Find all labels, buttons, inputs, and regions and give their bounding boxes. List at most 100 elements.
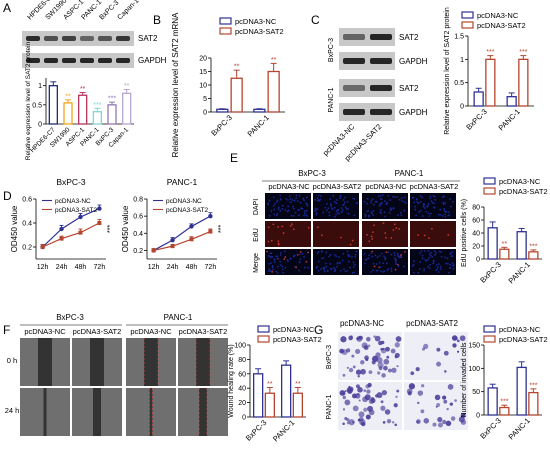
panel-e-x-tick-label: BxPC-3 (478, 260, 503, 285)
panel-e-cell-dot (286, 259, 289, 262)
panel-c-significance-label: *** (486, 49, 494, 56)
panel-f-letter: F (3, 323, 10, 337)
panel-e-cell-dot (451, 262, 454, 265)
panel-f-cell-label: PANC-1 (164, 313, 193, 322)
panel-e-cell-dot (449, 267, 451, 270)
panel-e-cell-dot (441, 196, 444, 199)
panel-d-series-line (42, 208, 100, 248)
panel-e-cell-dot (430, 200, 433, 203)
panel-c-legend-label: pcDNA3-SAT2 (477, 21, 526, 30)
panel-e-cell-dot (421, 215, 424, 217)
panel-b-significance-label: ** (271, 57, 277, 64)
panel-e-cell-dot (383, 211, 386, 214)
panel-d-y-tick-label: 0.8 (133, 197, 143, 204)
panel-e-cell-dot (392, 207, 395, 209)
panel-d-legend-label: pcDNA3-NC (166, 198, 202, 205)
panel-e-cell-dot (335, 210, 338, 212)
panel-c-cell-label: PANC-1 (328, 87, 335, 112)
panel-f-legend-label: pcDNA3-SAT2 (273, 335, 322, 344)
panel-e-cell-dot (339, 197, 342, 200)
panel-c-blot-label: SAT2 (399, 84, 419, 93)
panel-e-cell-dot (307, 251, 309, 254)
panel-e-cell-dot (385, 262, 388, 265)
panel-e-cell-dot (329, 254, 332, 256)
panel-e-cell-dot (314, 207, 317, 210)
panel-e-cell-dot (314, 209, 317, 211)
panel-e-cell-dot (431, 255, 434, 258)
panel-e-cell-dot (270, 262, 272, 264)
panel-e-cell-dot (394, 257, 397, 260)
panel-e-cell-dot (339, 269, 342, 272)
panel-e-cell-dot (276, 199, 279, 202)
panel-g-cell-dot (432, 422, 437, 427)
panel-g-cell-dot (442, 395, 447, 400)
panel-e-cell-dot (330, 204, 332, 207)
panel-e-cell-dot (292, 205, 294, 208)
panel-e-cell-dot (373, 224, 375, 227)
panel-e-cell-dot (432, 262, 435, 265)
panel-e-cell-dot (324, 206, 327, 209)
panel-c-bar (485, 58, 496, 107)
panel-e-cell-dot (331, 208, 334, 211)
panel-g-y-tick-label: 0 (476, 413, 480, 420)
panel-e-cell-dot (368, 240, 371, 243)
panel-g-cell-dot (367, 344, 371, 347)
panel-e-cell-dot (352, 197, 354, 200)
panel-e-cell-dot (335, 202, 338, 205)
panel-a-bar (48, 85, 58, 125)
panel-g-cell-dot (395, 336, 402, 342)
panel-g-cell-dot (378, 340, 383, 346)
panel-c-legend-swatch (461, 21, 474, 29)
panel-a-band (80, 58, 94, 63)
panel-e-legend-swatch (483, 177, 496, 185)
panel-g-cell-dot (443, 350, 449, 356)
panel-e-cell-dot (342, 199, 345, 201)
panel-e-cell-dot (296, 253, 299, 256)
panel-e-cell-dot (276, 212, 279, 215)
panel-e-cell-dot (336, 211, 339, 214)
panel-e-cell-dot (283, 258, 286, 260)
panel-e-cell-dot (414, 205, 416, 208)
panel-e-cell-dot (421, 254, 424, 257)
panel-e-cell-dot (273, 213, 276, 216)
panel-e-cell-dot (271, 264, 274, 267)
panel-a-significance-label: ** (65, 93, 71, 100)
panel-e-cell-dot (446, 257, 449, 260)
panel-g-cell-dot (459, 335, 466, 342)
panel-e-y-tick-label: 40 (472, 231, 480, 238)
panel-e-cell-dot (305, 215, 308, 217)
panel-e-cell-dot (423, 268, 425, 270)
panel-e-y-axis-label: EdU positive cells (%) (461, 199, 468, 267)
panel-f-column-label: pcDNA3-SAT2 (179, 327, 228, 336)
panel-g-cell-dot (348, 419, 355, 426)
panel-e-cell-dot (279, 260, 282, 263)
panel-e-cell-dot (373, 265, 376, 268)
panel-g-bar (499, 406, 510, 416)
panel-e-cell-dot (345, 207, 348, 210)
panel-e-cell-dot (366, 233, 369, 236)
panel-e-cell-dot (276, 257, 279, 260)
panel-e-cell-dot (347, 253, 350, 256)
panel-e-cell-dot (330, 203, 332, 205)
panel-f-row-label: 0 h (7, 356, 17, 365)
panel-g-cell-dot (395, 395, 398, 399)
panel-e-cell-dot (428, 253, 431, 255)
panel-e-cell-dot (352, 261, 355, 264)
panel-e-cell-dot (390, 253, 393, 256)
panel-g-cell-dot (417, 401, 420, 405)
panel-a-band (26, 58, 40, 63)
panel-b-legend-label: pcDNA3-NC (235, 17, 277, 26)
panel-e-cell-dot (372, 214, 375, 216)
panel-c-blot-label: SAT2 (399, 33, 419, 42)
panel-e-cell-dot (267, 270, 270, 273)
panel-d-x-tick-label: 24h (56, 264, 68, 271)
panel-e-cell-dot (394, 259, 397, 262)
panel-g-cell-dot (394, 352, 400, 358)
panel-g-cell-dot (355, 348, 361, 355)
panel-e-y-tick-label: 80 (472, 205, 480, 212)
panel-e-cell-dot (325, 251, 328, 254)
panel-e-cell-dot (431, 227, 433, 230)
panel-e-cell-dot (339, 236, 342, 239)
panel-e-cell-dot (382, 262, 385, 265)
panel-e-cell-dot (289, 224, 292, 227)
